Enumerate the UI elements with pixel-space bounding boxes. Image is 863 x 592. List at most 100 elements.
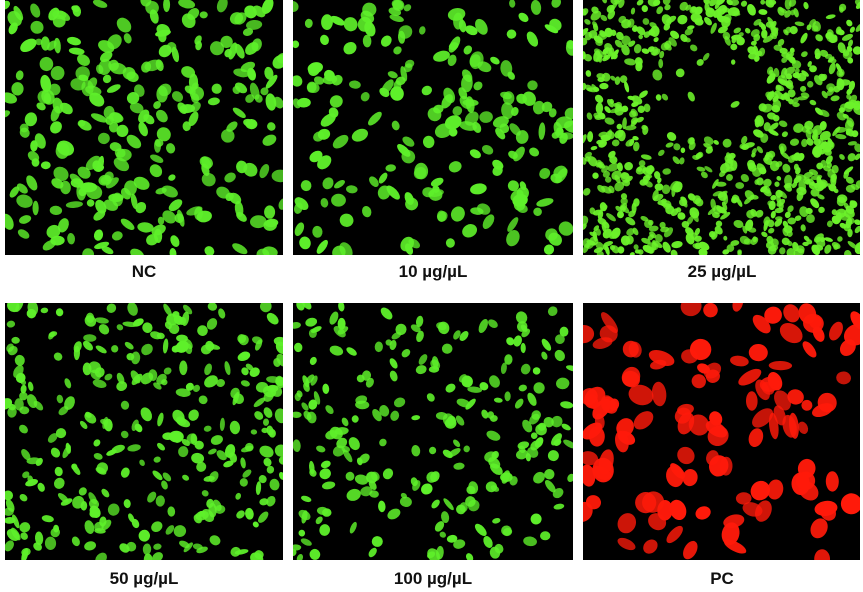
cell: [655, 94, 662, 101]
cell: [854, 225, 860, 234]
cell: [24, 112, 38, 127]
cell: [20, 532, 28, 540]
cell: [361, 370, 372, 381]
cell: [785, 51, 793, 61]
cell: [518, 12, 529, 23]
cell: [704, 166, 713, 173]
cell: [625, 217, 636, 226]
cell: [669, 499, 687, 521]
cell: [854, 219, 860, 226]
cell: [537, 422, 547, 431]
cell: [784, 10, 792, 18]
cell: [652, 69, 663, 81]
cell: [754, 118, 762, 125]
cell: [486, 430, 501, 441]
cell: [500, 362, 507, 375]
cell: [680, 147, 686, 154]
cell: [143, 553, 153, 560]
cell: [767, 245, 777, 255]
cell: [355, 395, 368, 405]
cell: [380, 35, 392, 47]
cell: [802, 341, 817, 358]
cell: [166, 42, 177, 53]
cell: [633, 244, 639, 250]
cell: [293, 1, 299, 12]
cell: [652, 240, 663, 249]
cell: [760, 23, 767, 31]
cell: [712, 190, 723, 197]
cell: [123, 33, 132, 44]
cell: [188, 111, 199, 127]
cell: [89, 92, 105, 107]
cell: [195, 510, 209, 521]
cell: [810, 174, 823, 180]
cell: [539, 168, 551, 179]
cell: [349, 80, 361, 89]
cell: [641, 124, 647, 131]
cell: [57, 218, 69, 233]
cell: [636, 26, 646, 36]
cell: [712, 178, 719, 189]
cell: [622, 370, 640, 388]
cell: [129, 102, 144, 114]
cell: [602, 170, 610, 178]
cell: [68, 47, 85, 55]
cell: [208, 448, 217, 455]
cell: [679, 198, 688, 207]
cell: [199, 11, 208, 19]
cell: [462, 69, 473, 83]
cell: [263, 391, 274, 402]
cell: [795, 471, 816, 491]
cell: [330, 15, 345, 26]
cell: [492, 517, 501, 524]
cell: [112, 192, 123, 207]
cell: [329, 426, 343, 440]
cell: [71, 536, 80, 547]
cell: [798, 303, 817, 324]
cell: [263, 407, 273, 418]
cell: [47, 40, 57, 51]
cell: [22, 471, 30, 479]
cell: [465, 25, 478, 36]
cell: [116, 17, 132, 33]
cell: [641, 5, 649, 13]
cell: [267, 122, 276, 131]
cell: [515, 449, 529, 460]
cell: [680, 34, 688, 42]
cell: [513, 335, 522, 347]
cell: [721, 7, 730, 13]
cell: [789, 138, 800, 146]
cell: [210, 41, 224, 56]
cell: [726, 0, 733, 6]
cell: [323, 69, 336, 82]
cell: [328, 107, 339, 118]
cell: [443, 498, 454, 511]
cell: [672, 156, 680, 165]
cell: [532, 100, 545, 115]
cell: [847, 241, 858, 249]
cell: [551, 415, 563, 428]
cell: [334, 179, 345, 189]
cell: [240, 351, 250, 359]
cell: [585, 495, 602, 510]
cell: [778, 143, 787, 153]
cell: [469, 51, 484, 70]
cell: [760, 0, 766, 5]
cell: [245, 363, 254, 371]
cell: [232, 85, 241, 95]
cell: [792, 102, 800, 108]
cell: [752, 314, 771, 334]
cell: [720, 212, 731, 220]
cell: [80, 501, 88, 511]
cell: [721, 201, 728, 211]
cell: [703, 143, 713, 149]
cell: [809, 99, 817, 106]
cell: [120, 400, 130, 410]
cell: [838, 213, 851, 221]
cell: [17, 229, 30, 239]
cell: [604, 117, 615, 125]
cell: [583, 422, 603, 440]
cell: [116, 124, 129, 137]
cell: [640, 154, 652, 160]
cell: [597, 217, 607, 225]
